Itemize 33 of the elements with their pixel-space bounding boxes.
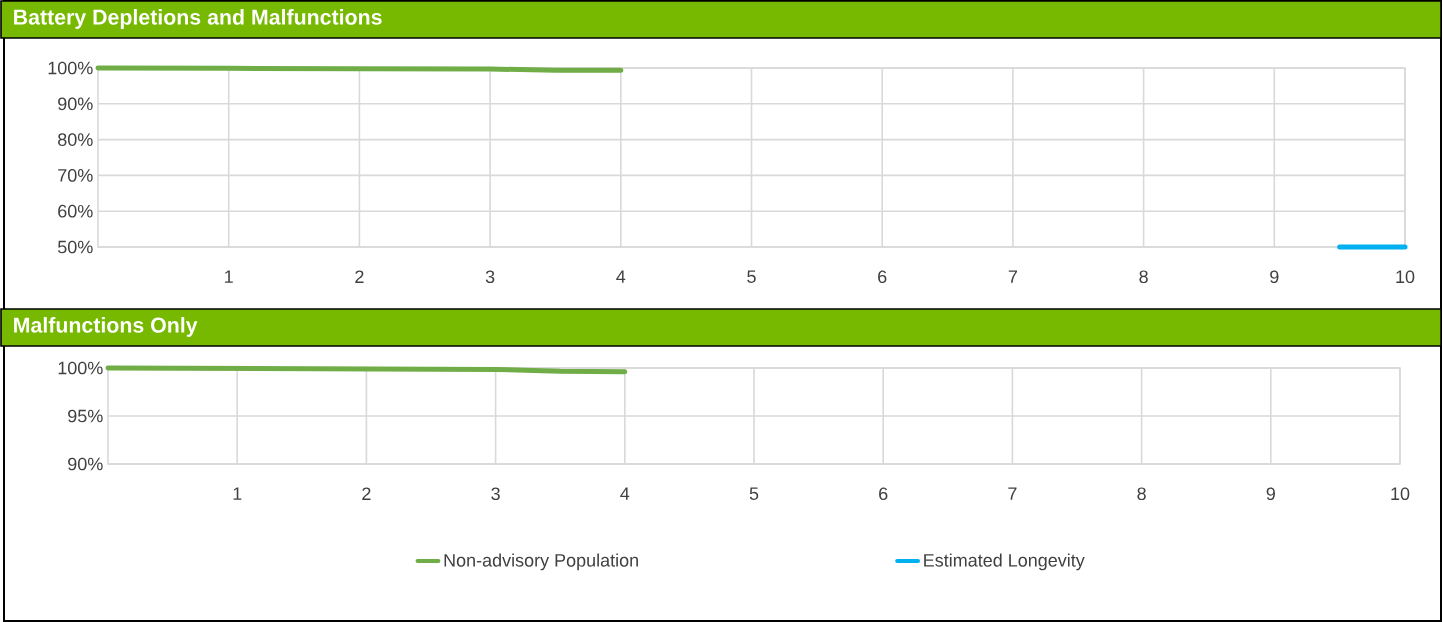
x-tick-label: 4: [620, 487, 630, 500]
chart-title: Battery Depletions and Malfunctions: [14, 9, 382, 29]
x-tick-label: 2: [362, 487, 371, 500]
x-tick-label: 2: [355, 270, 364, 283]
x-tick-label: 5: [749, 487, 759, 500]
y-tick-label: 90%: [68, 457, 103, 471]
x-tick-label: 10: [1391, 487, 1410, 501]
y-tick-label: 60%: [58, 204, 93, 218]
y-tick-label: 70%: [58, 169, 93, 182]
x-tick-label: 8: [1139, 270, 1148, 284]
y-tick-label: 80%: [58, 133, 93, 146]
y-tick-label: 100%: [48, 61, 93, 75]
x-tick-label: 5: [747, 270, 756, 283]
chart-title: Malfunctions Only: [14, 317, 198, 337]
x-tick-label: 6: [878, 270, 887, 284]
x-tick-label: 10: [1396, 270, 1415, 284]
x-tick-label: 3: [485, 270, 495, 284]
x-tick-label: 7: [1008, 487, 1017, 500]
y-tick-label: 100%: [58, 361, 103, 375]
legend-label: Estimated Longevity: [924, 553, 1085, 571]
x-tick-label: 6: [879, 487, 888, 501]
x-tick-label: 4: [616, 270, 626, 283]
x-tick-label: 8: [1137, 487, 1146, 501]
x-tick-label: 9: [1266, 487, 1275, 501]
x-tick-label: 3: [491, 487, 500, 501]
legend-label: Non-advisory Population: [444, 553, 638, 571]
x-tick-label: 7: [1008, 270, 1018, 283]
y-tick-label: 50%: [57, 240, 93, 254]
x-tick-label: 1: [225, 270, 233, 283]
x-tick-label: 1: [233, 487, 242, 500]
x-tick-label: 9: [1270, 270, 1279, 284]
y-tick-label: 95%: [68, 409, 103, 423]
y-tick-label: 90%: [58, 97, 93, 111]
